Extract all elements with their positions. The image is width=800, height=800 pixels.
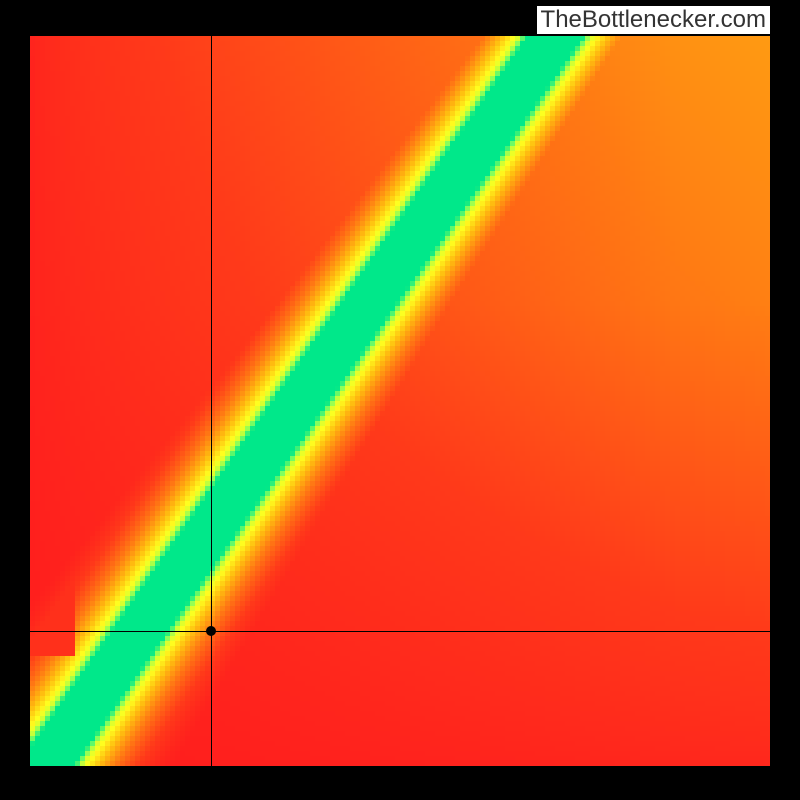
crosshair-vertical: [211, 36, 212, 766]
heatmap-canvas: [30, 36, 770, 766]
marker-point: [206, 626, 216, 636]
chart-frame: TheBottlenecker.com: [0, 0, 800, 800]
heatmap-plot: [30, 36, 770, 766]
crosshair-horizontal: [30, 631, 770, 632]
watermark-label: TheBottlenecker.com: [537, 6, 770, 34]
